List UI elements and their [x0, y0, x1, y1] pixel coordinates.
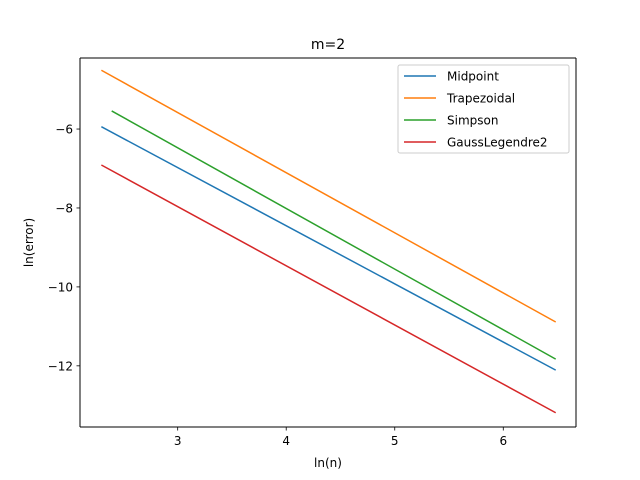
y-tick-label: −8 [55, 201, 73, 215]
series-line-simpson [111, 110, 557, 360]
x-tick-label: 4 [282, 434, 290, 448]
x-tick-label: 5 [391, 434, 399, 448]
chart-title: m=2 [311, 37, 345, 53]
ticks-layer: 3 4 5 6 −12 −10 −8 −6 [48, 123, 507, 448]
series-line-gausslegendre2 [101, 164, 557, 414]
legend: Midpoint Trapezoidal Simpson GaussLegendre2 [397, 64, 570, 154]
series-line-trapezoidal [101, 69, 557, 323]
series-layer [101, 69, 557, 414]
legend-label-midpoint: Midpoint [447, 70, 499, 84]
y-axis-label: ln(error) [22, 218, 36, 267]
x-tick-label: 3 [174, 434, 182, 448]
legend-label-trapezoidal: Trapezoidal [446, 92, 515, 106]
y-tick-label: −6 [55, 123, 73, 137]
x-tick-label: 6 [499, 434, 507, 448]
legend-frame [397, 64, 570, 154]
y-tick-label: −10 [48, 280, 73, 294]
legend-label-simpson: Simpson [447, 114, 498, 128]
x-axis-label: ln(n) [314, 456, 342, 470]
y-tick-label: −12 [48, 359, 73, 373]
legend-label-gausslegendre2: GaussLegendre2 [447, 136, 548, 150]
series-line-midpoint [101, 126, 557, 371]
